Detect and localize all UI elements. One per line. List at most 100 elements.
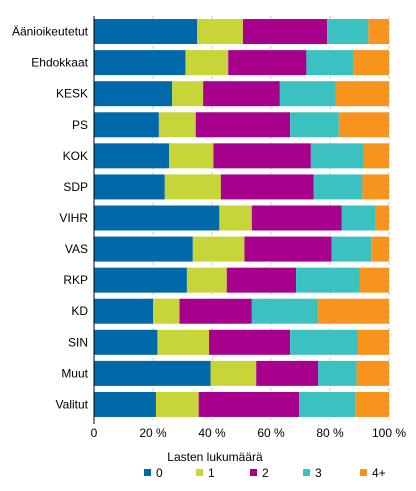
bar-segment: [251, 298, 319, 324]
category-label: RKP: [63, 273, 88, 287]
x-tick-label: 80 %: [316, 426, 344, 440]
x-tick-label: 40 %: [198, 426, 226, 440]
bar-segment: [290, 112, 339, 138]
x-tick-label: 100 %: [372, 426, 406, 440]
bar-segment: [164, 174, 221, 200]
bar-segment: [363, 143, 389, 169]
legend-label: 1: [208, 466, 215, 480]
bar-segment: [94, 298, 153, 324]
bar-segment: [94, 329, 158, 355]
category-label: VAS: [65, 242, 88, 256]
bar-segment: [172, 81, 204, 107]
bar-segment: [192, 236, 245, 262]
category-label: Ehdokkaat: [31, 56, 88, 70]
bar-segment: [299, 391, 356, 417]
legend-swatch: [250, 469, 257, 476]
legend-label: 0: [156, 466, 163, 480]
bar-segment: [228, 50, 307, 76]
bar-segment: [94, 81, 173, 107]
bar-segment: [279, 81, 336, 107]
bar-segment: [368, 19, 389, 45]
category-label: VIHR: [59, 211, 88, 225]
bar-segment: [331, 236, 372, 262]
bar-segment: [94, 360, 211, 386]
bar-segment: [341, 205, 376, 231]
bar-segment: [355, 391, 389, 417]
bar-segment: [338, 112, 389, 138]
bar-segment: [169, 143, 214, 169]
category-label: Valitut: [56, 397, 89, 411]
legend-label: 2: [262, 466, 269, 480]
bar-segment: [310, 143, 364, 169]
bar-segment: [185, 50, 229, 76]
bar-segment: [318, 360, 357, 386]
legend-label: 4+: [372, 466, 386, 480]
bar-segment: [94, 205, 220, 231]
bar-segment: [179, 298, 252, 324]
legend-swatch: [360, 469, 367, 476]
category-label: Äänioikeutetut: [12, 25, 89, 39]
category-label: PS: [72, 118, 88, 132]
bar-segment: [153, 298, 180, 324]
x-tick-label: 20 %: [139, 426, 167, 440]
bar-segment: [256, 360, 319, 386]
bar-segment: [358, 329, 389, 355]
bar-segment: [296, 267, 360, 293]
bar-segment: [220, 174, 314, 200]
x-tick-label: 0: [91, 426, 98, 440]
legend-swatch: [196, 469, 203, 476]
bar-segment: [94, 236, 193, 262]
legend-swatch: [144, 469, 151, 476]
bar-segment: [195, 112, 291, 138]
bar-segment: [186, 267, 227, 293]
legend-swatch: [303, 469, 310, 476]
bar-segment: [242, 19, 328, 45]
bar-segment: [213, 143, 311, 169]
category-labels: Äänioikeutetut Ehdokkaat KESK PS KOK SDP VIHR V…: [12, 25, 89, 412]
category-label: KESK: [56, 87, 88, 101]
bar-segment: [356, 360, 389, 386]
bar-segment: [155, 391, 199, 417]
bar-segment: [197, 19, 243, 45]
legend-label: 3: [315, 466, 322, 480]
bar-segment: [219, 205, 252, 231]
bar-segment: [251, 205, 342, 231]
legend-title: Lasten lukumäärä: [167, 450, 263, 464]
bar-segment: [94, 267, 187, 293]
bars: [94, 19, 389, 417]
bar-segment: [198, 391, 300, 417]
category-label: SIN: [68, 335, 88, 349]
bar-segment: [244, 236, 332, 262]
bar-segment: [158, 112, 196, 138]
category-label: Muut: [61, 366, 88, 380]
bar-segment: [157, 329, 210, 355]
category-label: KOK: [63, 149, 88, 163]
bar-segment: [226, 267, 297, 293]
bar-segment: [359, 267, 389, 293]
bar-segment: [94, 50, 186, 76]
bar-segment: [318, 298, 389, 324]
bar-segment: [290, 329, 359, 355]
bar-segment: [210, 360, 257, 386]
bar-segment: [335, 81, 389, 107]
legend: 0 1 2 3 4+: [144, 466, 386, 480]
bar-segment: [371, 236, 389, 262]
bar-segment: [209, 329, 291, 355]
category-label: KD: [71, 304, 88, 318]
bar-segment: [94, 174, 165, 200]
bar-segment: [94, 143, 170, 169]
x-axis-ticks: 0 20 % 40 % 60 % 80 % 100 %: [91, 426, 407, 440]
bar-segment: [94, 112, 159, 138]
bar-segment: [306, 50, 354, 76]
bar-segment: [94, 391, 156, 417]
bar-segment: [327, 19, 369, 45]
x-tick-label: 60 %: [257, 426, 285, 440]
bar-segment: [94, 19, 198, 45]
category-label: SDP: [63, 180, 88, 194]
bar-segment: [353, 50, 389, 76]
bar-segment: [203, 81, 280, 107]
bar-segment: [362, 174, 389, 200]
bar-segment: [313, 174, 363, 200]
bar-segment: [375, 205, 389, 231]
